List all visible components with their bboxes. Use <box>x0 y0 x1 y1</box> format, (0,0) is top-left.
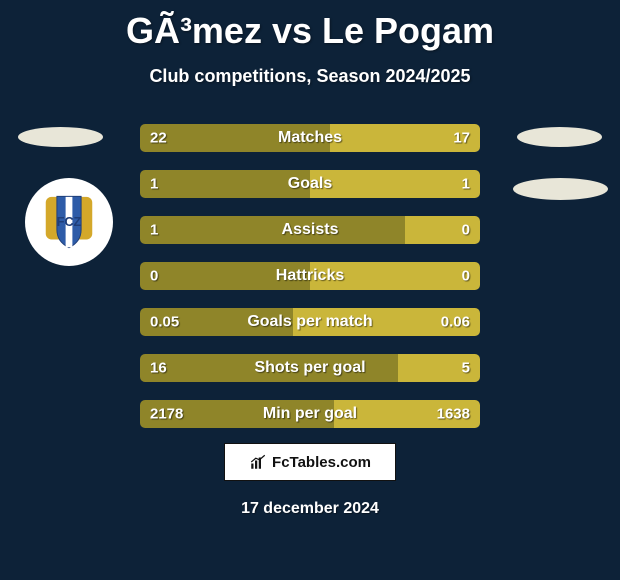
stat-label: Min per goal <box>263 405 357 423</box>
stat-value-left: 2178 <box>150 406 183 423</box>
footer-date: 17 december 2024 <box>241 500 379 518</box>
chart-icon <box>249 453 267 471</box>
stat-row: 2178 1638 Min per goal <box>140 400 480 428</box>
stat-value-right: 0 <box>462 268 470 285</box>
stat-row: 0.05 0.06 Goals per match <box>140 308 480 336</box>
player-right-placeholder <box>517 127 602 147</box>
svg-text:FCZ: FCZ <box>57 215 82 229</box>
stat-value-right: 5 <box>462 360 470 377</box>
stat-label: Goals <box>288 175 332 193</box>
player-left-placeholder <box>18 127 103 147</box>
stat-row: 22 17 Matches <box>140 124 480 152</box>
stat-value-right: 0.06 <box>441 314 470 331</box>
brand-badge: FcTables.com <box>224 443 396 481</box>
stat-value-left: 1 <box>150 222 158 239</box>
stat-row: 1 0 Assists <box>140 216 480 244</box>
stat-value-right: 1 <box>462 176 470 193</box>
stat-value-right: 17 <box>453 130 470 147</box>
bar-segment-left <box>140 170 310 198</box>
brand-name: FcTables.com <box>272 454 371 471</box>
stat-value-right: 1638 <box>437 406 470 423</box>
stat-value-left: 22 <box>150 130 167 147</box>
stat-row: 16 5 Shots per goal <box>140 354 480 382</box>
stat-label: Assists <box>282 221 339 239</box>
stat-value-left: 0.05 <box>150 314 179 331</box>
page-subtitle: Club competitions, Season 2024/2025 <box>0 66 620 87</box>
bar-segment-right <box>310 170 480 198</box>
stat-value-left: 16 <box>150 360 167 377</box>
stat-value-left: 0 <box>150 268 158 285</box>
stat-label: Goals per match <box>247 313 372 331</box>
stat-row: 1 1 Goals <box>140 170 480 198</box>
bar-segment-left <box>140 216 405 244</box>
page-title: GÃ³mez vs Le Pogam <box>0 0 620 52</box>
fcz-crest-icon: FCZ <box>38 191 100 253</box>
comparison-bars: 22 17 Matches 1 1 Goals 1 0 Assists 0 0 Hattricks 0.… <box>140 124 480 446</box>
stat-row: 0 0 Hattricks <box>140 262 480 290</box>
club-left-badge: FCZ <box>25 178 113 266</box>
stat-label: Hattricks <box>276 267 344 285</box>
stat-value-left: 1 <box>150 176 158 193</box>
club-right-placeholder <box>513 178 608 200</box>
stat-label: Shots per goal <box>254 359 365 377</box>
stat-value-right: 0 <box>462 222 470 239</box>
stat-label: Matches <box>278 129 342 147</box>
